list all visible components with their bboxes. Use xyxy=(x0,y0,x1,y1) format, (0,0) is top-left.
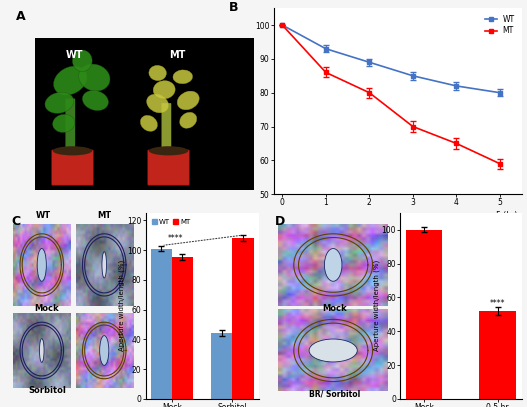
FancyBboxPatch shape xyxy=(148,150,190,185)
FancyBboxPatch shape xyxy=(65,98,75,160)
Bar xyxy=(232,238,253,399)
Text: MT: MT xyxy=(97,211,111,220)
Ellipse shape xyxy=(53,146,92,155)
WT xyxy=(366,60,373,65)
FancyBboxPatch shape xyxy=(161,103,171,157)
Ellipse shape xyxy=(53,114,75,132)
Ellipse shape xyxy=(140,115,158,131)
Text: C: C xyxy=(12,214,21,228)
WT xyxy=(497,90,503,95)
Ellipse shape xyxy=(102,252,106,278)
Ellipse shape xyxy=(173,70,192,84)
MT xyxy=(279,23,286,28)
Bar xyxy=(211,333,232,399)
Ellipse shape xyxy=(325,249,342,281)
Text: MT: MT xyxy=(169,50,186,60)
Text: WT: WT xyxy=(35,211,51,220)
Text: A: A xyxy=(15,10,25,23)
Ellipse shape xyxy=(73,50,92,72)
Text: WT: WT xyxy=(66,50,83,60)
Text: Mock: Mock xyxy=(35,304,60,313)
Text: B: B xyxy=(229,1,238,14)
Ellipse shape xyxy=(309,339,357,362)
Ellipse shape xyxy=(177,91,199,110)
Y-axis label: Fresh weight(%): Fresh weight(%) xyxy=(243,70,252,132)
Ellipse shape xyxy=(45,92,74,113)
Line: MT: MT xyxy=(280,23,502,166)
MT xyxy=(453,141,460,146)
Text: D: D xyxy=(275,214,285,228)
Bar xyxy=(406,230,443,399)
WT xyxy=(409,73,416,78)
Ellipse shape xyxy=(82,90,109,110)
Ellipse shape xyxy=(180,112,197,128)
Ellipse shape xyxy=(54,66,87,95)
Ellipse shape xyxy=(149,146,188,155)
Ellipse shape xyxy=(100,336,109,365)
Text: BR/ Sorbitol: BR/ Sorbitol xyxy=(309,390,360,399)
Legend: WT, MT: WT, MT xyxy=(149,216,193,228)
MT xyxy=(497,161,503,166)
WT xyxy=(323,46,329,51)
Ellipse shape xyxy=(37,249,46,281)
Text: ****: **** xyxy=(490,299,505,308)
MT xyxy=(323,70,329,75)
WT xyxy=(453,83,460,88)
Bar xyxy=(172,258,193,399)
MT xyxy=(366,90,373,95)
Bar xyxy=(35,38,253,190)
Ellipse shape xyxy=(79,64,110,91)
Bar xyxy=(480,311,516,399)
Y-axis label: Aperture width/length (%): Aperture width/length (%) xyxy=(119,260,125,352)
Ellipse shape xyxy=(149,66,167,81)
Text: Mock: Mock xyxy=(322,304,347,313)
Y-axis label: Aperture width/length (%): Aperture width/length (%) xyxy=(374,260,380,352)
Ellipse shape xyxy=(147,94,169,113)
Ellipse shape xyxy=(153,81,175,99)
Ellipse shape xyxy=(40,339,44,362)
Line: WT: WT xyxy=(280,23,502,95)
Text: 5 (hr): 5 (hr) xyxy=(496,211,518,220)
MT xyxy=(409,124,416,129)
WT xyxy=(279,23,286,28)
Text: ****: **** xyxy=(167,234,183,243)
Text: Sorbitol: Sorbitol xyxy=(28,386,66,395)
FancyBboxPatch shape xyxy=(52,150,93,185)
Legend: WT, MT: WT, MT xyxy=(482,12,518,38)
Bar xyxy=(151,249,172,399)
